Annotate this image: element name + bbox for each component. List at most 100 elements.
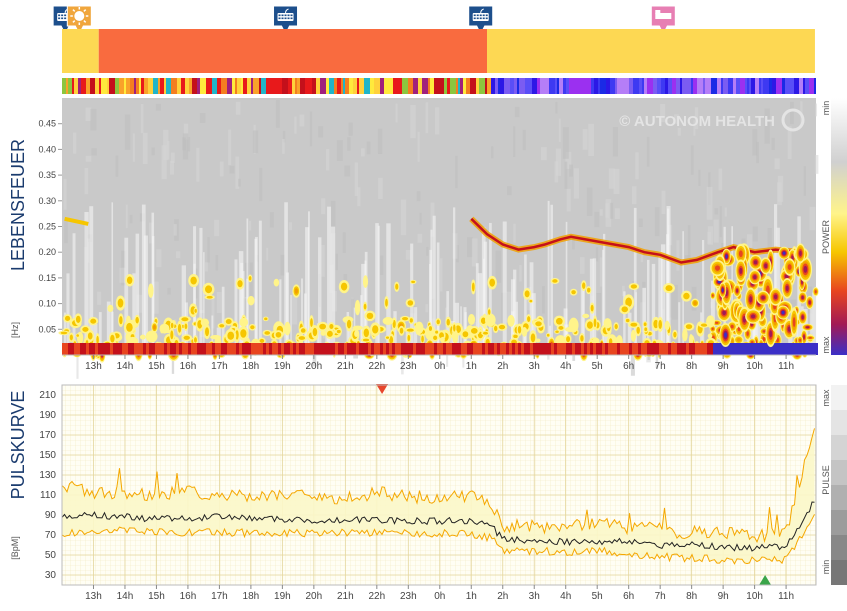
x-tick-label: 6h	[623, 361, 634, 372]
sun-icon	[70, 7, 89, 25]
activity-segment	[62, 29, 99, 73]
spectrogram-y-tick: 0.25	[38, 222, 56, 232]
x-tick-label: 14h	[117, 591, 134, 602]
pulse-y-tick: 70	[45, 530, 57, 541]
pulse-unit: [BpM]	[10, 536, 20, 560]
bed-icon	[655, 10, 672, 19]
x-tick-label: 5h	[592, 361, 603, 372]
spectrogram-y-axis: 0.45 0.40 0.35 0.30 0.25 0.20 0.15 0.10 0.05	[38, 119, 62, 334]
pulse-panel	[61, 384, 817, 586]
x-tick-label: 21h	[337, 591, 354, 602]
pulse-y-tick: 130	[39, 470, 56, 481]
power-scale	[831, 98, 847, 355]
x-tick-label: 8h	[686, 591, 697, 602]
watermark: © AUTONOM HEALTH	[619, 113, 775, 130]
pulse-scale-max: max	[821, 389, 831, 407]
spectrogram-y-tick: 0.05	[38, 324, 56, 334]
pulse-x-axis: 13h 14h 15h 16h 17h 18h 19h 20h 21h 22h 23h 0h 1h 2h 3…	[62, 584, 816, 602]
sun-marker	[66, 5, 92, 36]
x-tick-label: 21h	[337, 361, 354, 372]
x-tick-label: 15h	[148, 361, 165, 372]
spectrogram-y-tick: 0.30	[38, 196, 56, 206]
pulse-scale-min: min	[821, 560, 831, 575]
spectrogram-panel: © AUTONOM HEALTH	[58, 98, 819, 379]
pulse-scale	[831, 385, 847, 585]
pulse-y-tick: 190	[39, 410, 56, 421]
event-markers	[52, 5, 676, 36]
x-tick-label: 22h	[368, 361, 385, 372]
keyboard-icon	[277, 8, 294, 21]
spectrogram-y-tick: 0.10	[38, 299, 56, 309]
x-tick-label: 15h	[148, 591, 165, 602]
x-tick-label: 4h	[560, 591, 571, 602]
activity-band	[62, 29, 815, 73]
x-tick-label: 3h	[529, 361, 540, 372]
spectrogram-unit: [Hz]	[10, 322, 20, 338]
pulse-y-tick: 150	[39, 450, 56, 461]
spectrogram-power	[58, 100, 819, 379]
x-tick-label: 20h	[306, 591, 323, 602]
x-tick-label: 1h	[466, 591, 477, 602]
x-tick-label: 9h	[718, 591, 729, 602]
activity-segment	[98, 29, 488, 73]
pulse-lower-line	[61, 514, 815, 565]
x-tick-label: 17h	[211, 591, 228, 602]
pulse-range-band	[62, 428, 815, 564]
spectrogram-y-tick: 0.45	[38, 119, 56, 129]
spectrogram-x-axis: 13h 14h 15h 16h 17h 18h 19h 20h 21h 22h 23h 0h 1h 2h 3…	[62, 354, 816, 372]
pulse-y-tick: 170	[39, 430, 56, 441]
x-tick-label: 19h	[274, 361, 291, 372]
x-tick-label: 23h	[400, 591, 417, 602]
x-tick-label: 18h	[243, 361, 260, 372]
power-scale-label: POWER	[821, 220, 831, 255]
x-tick-label: 3h	[529, 591, 540, 602]
x-tick-label: 10h	[746, 591, 763, 602]
x-tick-label: 0h	[434, 591, 445, 602]
pulse-markers	[376, 384, 772, 585]
pulse-series	[61, 428, 815, 565]
max-pulse-marker-icon	[376, 384, 389, 394]
x-tick-label: 6h	[623, 591, 634, 602]
x-tick-label: 10h	[746, 361, 763, 372]
x-tick-label: 11h	[778, 361, 794, 372]
x-tick-label: 14h	[117, 361, 134, 372]
x-tick-label: 0h	[434, 361, 445, 372]
x-tick-label: 7h	[655, 361, 666, 372]
x-tick-label: 7h	[655, 591, 666, 602]
x-tick-label: 5h	[592, 591, 603, 602]
x-tick-label: 2h	[497, 361, 508, 372]
pulse-y-tick: 50	[45, 550, 57, 561]
x-tick-label: 18h	[243, 591, 260, 602]
x-tick-label: 9h	[718, 361, 729, 372]
pulse-y-axis: 30 50 70 90 110 130 150 170 190 210	[39, 390, 56, 581]
x-tick-label: 16h	[180, 591, 197, 602]
power-scale-min: min	[821, 101, 831, 116]
x-tick-label: 1h	[466, 361, 477, 372]
pulse-y-tick: 90	[45, 510, 57, 521]
x-tick-label: 11h	[778, 591, 794, 602]
spectrogram-y-tick: 0.40	[38, 144, 56, 154]
x-tick-label: 19h	[274, 591, 291, 602]
spectrogram-y-tick: 0.15	[38, 273, 56, 283]
x-tick-label: 23h	[400, 361, 417, 372]
x-tick-label: 4h	[560, 361, 571, 372]
pulse-y-tick: 210	[39, 390, 56, 401]
x-tick-label: 20h	[306, 361, 323, 372]
x-tick-label: 13h	[85, 361, 102, 372]
x-tick-label: 16h	[180, 361, 197, 372]
spectrogram-title: LEBENSFEUER	[8, 139, 28, 271]
pulse-y-tick: 110	[40, 490, 56, 501]
x-tick-label: 8h	[686, 361, 697, 372]
watermark-logo-icon	[781, 108, 805, 132]
keyboard-icon	[472, 8, 489, 21]
pulse-scale-label: PULSE	[821, 465, 831, 495]
pulse-upper-line	[61, 428, 815, 544]
spectrogram-y-tick: 0.20	[38, 247, 56, 257]
pulse-y-tick: 30	[45, 570, 57, 581]
spectrogram-y-tick: 0.35	[38, 170, 56, 180]
pulse-title: PULSKURVE	[8, 391, 28, 500]
heart-rate-color-strip	[62, 78, 816, 94]
x-tick-label: 22h	[368, 591, 385, 602]
